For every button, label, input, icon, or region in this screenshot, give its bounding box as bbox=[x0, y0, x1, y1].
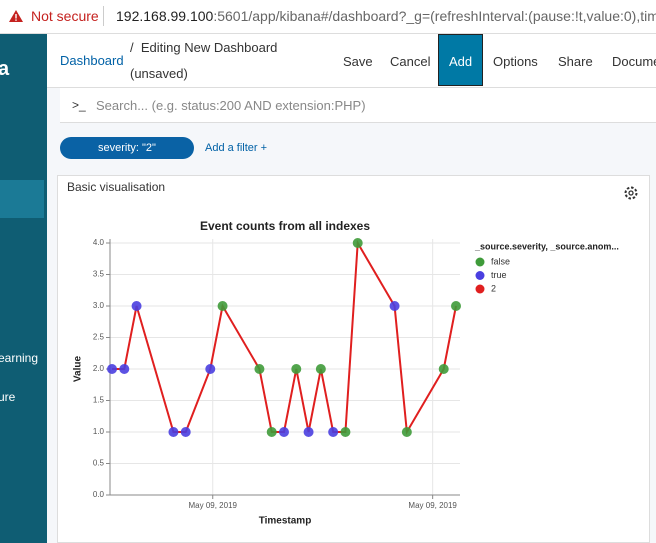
data-point[interactable] bbox=[254, 364, 265, 374]
data-point[interactable] bbox=[205, 364, 216, 374]
y-tick-label: 0.5 bbox=[93, 459, 105, 468]
x-axis-label: Timestamp bbox=[259, 516, 312, 527]
data-point[interactable] bbox=[303, 427, 314, 437]
add-button-bg bbox=[438, 34, 483, 86]
data-point[interactable] bbox=[119, 364, 130, 374]
x-tick-label: May 09, 2019 bbox=[189, 501, 238, 510]
search-prompt: >_ bbox=[72, 98, 86, 112]
data-point[interactable] bbox=[217, 301, 228, 311]
data-point[interactable] bbox=[168, 427, 179, 437]
nav-button[interactable]: Cancel bbox=[390, 54, 431, 69]
url-host: 192.168.99.100 bbox=[116, 8, 214, 24]
data-point[interactable] bbox=[401, 427, 412, 437]
security-label[interactable]: Not secure bbox=[31, 8, 99, 24]
data-point[interactable] bbox=[315, 364, 326, 374]
nav-button[interactable]: Save bbox=[343, 54, 373, 69]
data-point[interactable] bbox=[180, 427, 191, 437]
divider bbox=[103, 6, 104, 26]
data-point[interactable] bbox=[131, 301, 142, 311]
y-tick-label: 0.0 bbox=[93, 490, 105, 499]
breadcrumb-link[interactable]: Dashboard bbox=[60, 53, 124, 68]
filter-pill[interactable]: severity: "2" bbox=[60, 137, 194, 159]
status: (unsaved) bbox=[130, 66, 188, 81]
warning-icon bbox=[9, 10, 23, 22]
sidebar-item[interactable]: ure bbox=[0, 390, 16, 404]
gear-icon[interactable] bbox=[623, 185, 639, 201]
chart-title: Event counts from all indexes bbox=[200, 219, 370, 233]
legend-label[interactable]: 2 bbox=[491, 283, 496, 293]
legend-swatch[interactable] bbox=[475, 284, 485, 294]
panel-title: Basic visualisation bbox=[67, 180, 166, 194]
y-tick-label: 1.5 bbox=[93, 396, 105, 405]
nav-button[interactable]: Add bbox=[449, 54, 473, 69]
search-bar[interactable]: >_ Search... (e.g. status:200 AND extens… bbox=[60, 88, 656, 123]
y-tick-label: 1.0 bbox=[93, 427, 105, 436]
legend-label[interactable]: true bbox=[491, 270, 507, 280]
y-tick-label: 2.0 bbox=[93, 364, 105, 373]
y-tick-label: 2.5 bbox=[93, 333, 105, 342]
url-path: :5601/app/kibana#/dashboard?_g=(refreshI… bbox=[213, 8, 656, 24]
data-point[interactable] bbox=[279, 427, 289, 437]
legend-label[interactable]: false bbox=[491, 256, 510, 266]
nav-button[interactable]: Options bbox=[493, 54, 538, 69]
top-nav bbox=[47, 34, 656, 88]
search-placeholder: Search... (e.g. status:200 AND extension… bbox=[96, 98, 366, 113]
y-axis-label: Value bbox=[73, 356, 84, 383]
sidebar-active bbox=[0, 180, 44, 218]
legend-swatch[interactable] bbox=[475, 271, 485, 280]
nav-button[interactable]: Docume bbox=[612, 54, 656, 69]
data-point[interactable] bbox=[291, 364, 302, 374]
panel: Basic visualisation bbox=[57, 175, 650, 543]
data-point[interactable] bbox=[352, 238, 363, 248]
sidebar-item[interactable]: earning bbox=[0, 351, 39, 365]
data-point[interactable] bbox=[389, 301, 400, 311]
data-point[interactable] bbox=[340, 427, 351, 437]
y-tick-label: 4.0 bbox=[93, 238, 105, 247]
y-tick-label: 3.0 bbox=[93, 301, 105, 310]
url[interactable]: 192.168.99.100:5601/app/kibana#/dashboar… bbox=[116, 8, 656, 24]
x-tick-label: May 09, 2019 bbox=[408, 501, 457, 510]
data-point[interactable] bbox=[266, 427, 277, 437]
breadcrumb: / Editing New Dashboard bbox=[130, 40, 278, 55]
data-point[interactable] bbox=[451, 301, 461, 311]
address-bar: Not secure 192.168.99.100:5601/app/kiban… bbox=[0, 0, 656, 34]
sidebar: a earning ure bbox=[0, 34, 47, 543]
sidebar-item[interactable]: a bbox=[0, 58, 10, 80]
legend-swatch[interactable] bbox=[475, 257, 485, 267]
add-filter[interactable]: Add a filter + bbox=[205, 142, 268, 154]
data-point[interactable] bbox=[328, 427, 339, 437]
nav-button[interactable]: Share bbox=[558, 54, 593, 69]
data-point[interactable] bbox=[107, 364, 117, 374]
data-point[interactable] bbox=[438, 364, 449, 374]
legend-title: _source.severity, _source.anom... bbox=[474, 241, 619, 251]
y-tick-label: 3.5 bbox=[93, 270, 105, 279]
